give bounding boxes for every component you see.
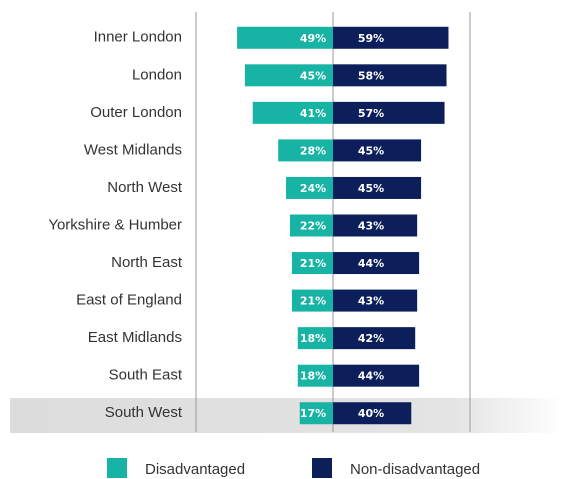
legend-swatch bbox=[312, 458, 332, 478]
bar bbox=[278, 139, 333, 162]
bar bbox=[299, 402, 333, 425]
legend-swatch bbox=[107, 458, 127, 478]
category-label: South East bbox=[109, 367, 183, 384]
value-label: 44% bbox=[358, 370, 384, 383]
value-label: 17% bbox=[300, 407, 326, 420]
bar bbox=[244, 64, 333, 87]
bar bbox=[333, 64, 447, 87]
bar bbox=[333, 364, 420, 387]
legend-label: Disadvantaged bbox=[145, 461, 245, 478]
bar bbox=[297, 364, 333, 387]
bar bbox=[333, 26, 449, 49]
value-label: 24% bbox=[300, 182, 326, 195]
value-label: 43% bbox=[358, 295, 384, 308]
bar bbox=[333, 252, 420, 275]
category-label: Inner London bbox=[94, 29, 182, 46]
value-label: 18% bbox=[300, 370, 326, 383]
value-label: 41% bbox=[300, 107, 326, 120]
bar bbox=[297, 327, 333, 350]
value-label: 28% bbox=[300, 144, 326, 157]
value-label: 45% bbox=[358, 144, 384, 157]
value-label: 49% bbox=[300, 32, 326, 45]
value-label: 42% bbox=[358, 332, 384, 345]
category-label: North West bbox=[107, 179, 183, 196]
row-highlight bbox=[10, 398, 566, 433]
value-label: 40% bbox=[358, 407, 384, 420]
category-label: London bbox=[132, 66, 182, 83]
category-label: North East bbox=[111, 254, 183, 271]
value-label: 45% bbox=[300, 69, 326, 82]
category-label: East of England bbox=[76, 292, 182, 309]
legend-label: Non-disadvantaged bbox=[350, 461, 480, 478]
bar bbox=[291, 252, 333, 275]
category-label: Outer London bbox=[90, 104, 182, 121]
bar bbox=[252, 101, 333, 124]
value-label: 18% bbox=[300, 332, 326, 345]
value-label: 44% bbox=[358, 257, 384, 270]
bar bbox=[333, 402, 412, 425]
value-label: 21% bbox=[300, 295, 326, 308]
bar bbox=[286, 176, 333, 199]
category-label: West Midlands bbox=[84, 141, 182, 158]
category-label: East Midlands bbox=[88, 329, 182, 346]
value-label: 43% bbox=[358, 220, 384, 233]
bar bbox=[333, 214, 418, 237]
category-label: South West bbox=[105, 404, 183, 421]
bar bbox=[289, 214, 333, 237]
bar bbox=[333, 139, 422, 162]
value-label: 21% bbox=[300, 257, 326, 270]
bar bbox=[333, 327, 416, 350]
value-label: 45% bbox=[358, 182, 384, 195]
category-label: Yorkshire & Humber bbox=[48, 216, 182, 233]
bar bbox=[333, 289, 418, 312]
bar bbox=[237, 26, 333, 49]
value-label: 22% bbox=[300, 220, 326, 233]
value-label: 57% bbox=[358, 107, 384, 120]
value-label: 59% bbox=[358, 32, 384, 45]
bar bbox=[333, 176, 422, 199]
value-label: 58% bbox=[358, 69, 384, 82]
bar bbox=[333, 101, 445, 124]
bar bbox=[291, 289, 333, 312]
